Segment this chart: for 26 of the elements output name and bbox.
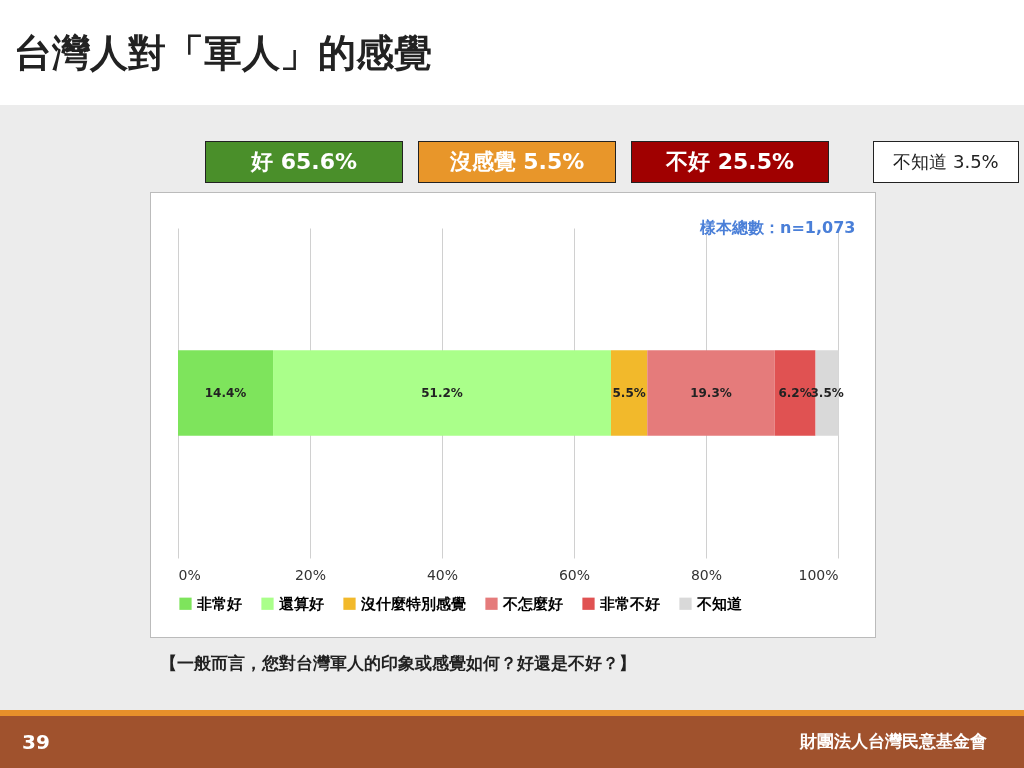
text: 51.2% [421, 386, 463, 400]
chart-title: 台灣人對「軍人」的感覺 [14, 30, 432, 77]
text: 不知道 3.5% [873, 141, 1019, 183]
legend-label: 不怎麼好 [502, 594, 563, 613]
legend-label: 沒什麼特別感覺 [360, 594, 466, 613]
text: 沒感覺 5.5% [418, 141, 616, 183]
annotation: 樣本總數：n=1,073 [700, 218, 856, 239]
text: 不好 25.5% [631, 141, 829, 183]
x-tick-label: 40% [426, 566, 459, 583]
text: 好 65.6% [205, 141, 403, 183]
x-tick-label: 100% [798, 566, 839, 583]
legend-label: 非常好 [196, 594, 242, 613]
text: 財團法人台灣民意基金會 [800, 730, 987, 753]
text: 39 [22, 730, 50, 754]
text: 14.4% [204, 386, 247, 400]
legend-label: 還算好 [278, 594, 324, 613]
text: 19.3% [690, 386, 732, 400]
text: 【一般而言，您對台灣軍人的印象或感覺如何？好還是不好？】 [160, 652, 636, 675]
text: 6.2% [778, 386, 812, 400]
x-tick-label: 0% [178, 566, 201, 583]
x-tick-label: 60% [558, 566, 591, 583]
x-tick-label: 20% [294, 566, 327, 583]
legend-label: 不知道 [696, 594, 743, 613]
text: 5.5% [612, 386, 646, 400]
legend-label: 非常不好 [599, 594, 660, 613]
x-tick-label: 80% [690, 566, 723, 583]
